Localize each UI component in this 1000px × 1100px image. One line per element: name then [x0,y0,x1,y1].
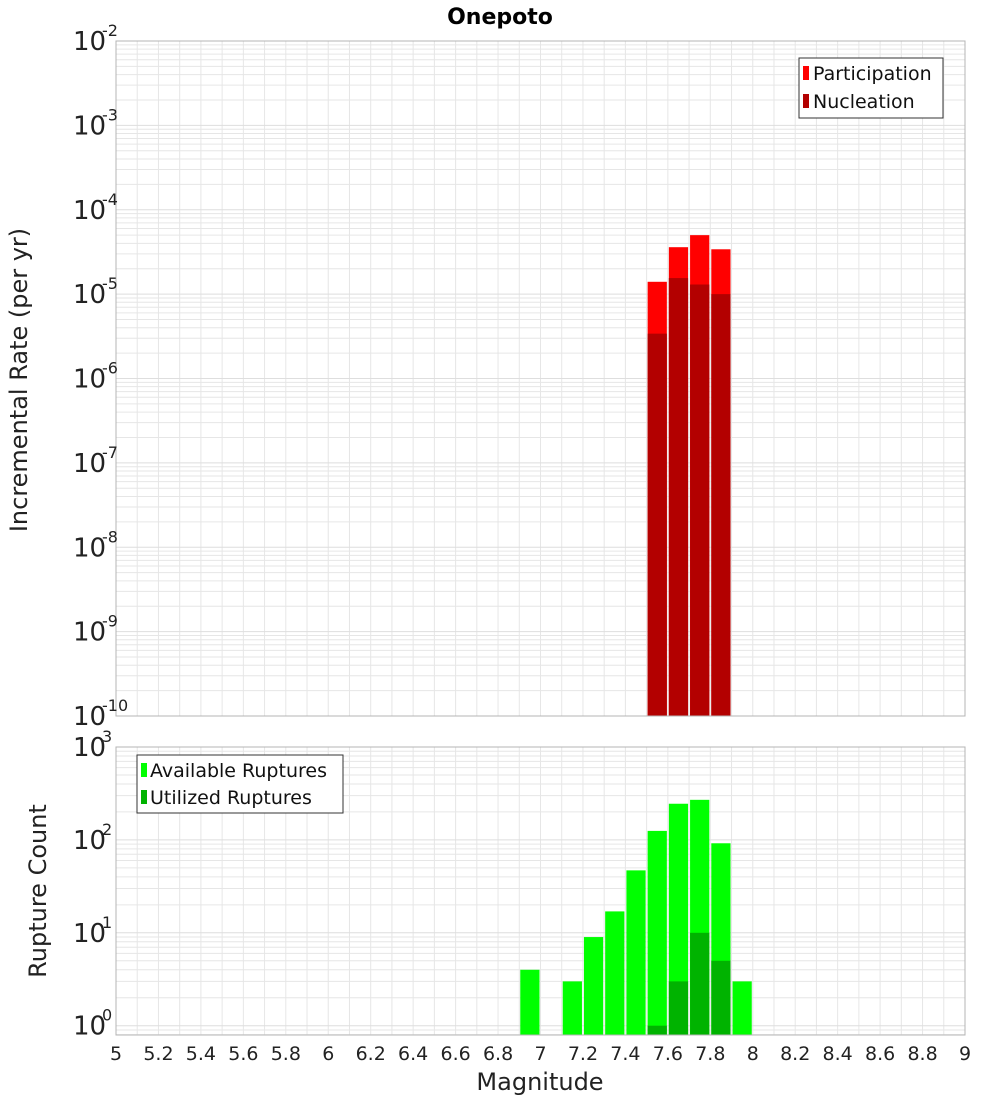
x-axis-label: Magnitude [476,1068,603,1096]
x-tick-label: 6 [322,1043,334,1065]
utilized-ruptures-bar [690,932,710,1035]
available-swatch [141,763,147,777]
top-grid [115,41,966,717]
top-legend: Participation Nucleation [798,57,944,119]
bottom-y-tick-base: 10 [73,919,106,949]
top-y-tick-exp: -8 [102,527,118,546]
x-ticks: 5 5.2 5.4 5.6 5.8 6 6.2 6.4 6.6 6.8 7 7.2 7.4 7.6 7.8 8… [110,1043,971,1065]
nucleation-bar [668,278,689,716]
top-plot-frame [115,40,966,717]
legend-participation: Participation [813,63,932,85]
available-ruptures-bar [668,803,689,1035]
bottom-y-tick-exp: 2 [102,820,112,839]
incremental-rate-panel: 10-210-310-410-510-610-710-810-910-10 In… [5,21,966,732]
top-y-tick-exp: -4 [102,190,118,209]
x-tick-label: 7.6 [653,1043,683,1065]
x-tick-label: 5.4 [186,1043,216,1065]
utilized-ruptures-bar [647,1025,667,1035]
top-y-tick-exp: -2 [102,21,118,40]
x-tick-label: 9 [959,1043,971,1065]
top-y-tick-base: 10 [73,27,106,57]
nucleation-bar [690,284,710,716]
x-tick-label: 5.8 [271,1043,301,1065]
top-y-tick-exp: -7 [102,443,118,462]
bottom-y-tick-exp: 3 [102,727,112,746]
available-ruptures-bar [562,981,582,1035]
x-tick-label: 8.4 [823,1043,853,1065]
x-tick-label: 7.4 [610,1043,640,1065]
top-y-axis-label: Incremental Rate (per yr) [5,228,33,532]
utilized-ruptures-bar [711,960,731,1035]
x-tick-label: 6.6 [440,1043,470,1065]
nucleation-swatch [803,94,809,108]
available-ruptures-bar [732,981,752,1035]
top-y-tick-exp: -5 [102,274,118,293]
bottom-y-tick-exp: 1 [102,913,112,932]
utilized-ruptures-bar [668,981,689,1035]
top-y-tick-exp: -10 [102,696,128,715]
available-ruptures-bar [647,830,667,1035]
top-y-tick-exp: -9 [102,612,118,631]
bottom-grid [115,747,966,1036]
x-tick-label: 5.2 [143,1043,173,1065]
top-y-tick-base: 10 [73,618,106,648]
bottom-y-axis-label: Rupture Count [24,804,52,978]
bottom-plot-frame [115,746,966,1036]
nucleation-bar [647,333,667,716]
legend-utilized: Utilized Ruptures [150,787,312,809]
bottom-bars [520,799,752,1035]
x-tick-label: 5 [110,1043,122,1065]
top-y-tick-base: 10 [73,449,106,479]
bottom-legend: Available Ruptures Utilized Ruptures [136,754,344,814]
top-y-tick-exp: -6 [102,359,118,378]
x-tick-label: 5.6 [228,1043,258,1065]
top-bars [647,235,731,716]
x-tick-label: 7.2 [568,1043,598,1065]
x-tick-label: 6.8 [483,1043,513,1065]
available-ruptures-bar [520,969,540,1035]
top-y-tick-base: 10 [73,280,106,310]
top-y-tick-base: 10 [73,111,106,141]
x-tick-label: 8.2 [780,1043,810,1065]
top-y-tick-base: 10 [73,365,106,395]
x-tick-label: 7 [534,1043,546,1065]
chart-title: Onepoto [447,5,553,30]
x-tick-label: 8.8 [907,1043,937,1065]
available-ruptures-bar [626,870,646,1035]
available-ruptures-bar [583,937,604,1035]
bottom-legend-box [136,754,344,814]
bottom-y-tick-base: 10 [73,826,106,856]
bottom-y-tick-base: 10 [73,1012,106,1042]
bottom-y-tick-base: 10 [73,733,106,763]
top-y-tick-exp: -3 [102,105,118,124]
x-tick-label: 6.2 [356,1043,386,1065]
x-tick-label: 8 [747,1043,759,1065]
top-legend-box [798,57,944,119]
top-y-ticks: 10-210-310-410-510-610-710-810-910-10 [73,21,128,732]
x-tick-label: 7.8 [695,1043,725,1065]
utilized-swatch [141,790,147,804]
top-y-tick-base: 10 [73,702,106,732]
bottom-y-tick-exp: 0 [102,1006,112,1025]
top-y-tick-base: 10 [73,533,106,563]
top-y-tick-base: 10 [73,196,106,226]
x-tick-label: 6.4 [398,1043,428,1065]
participation-swatch [803,66,809,80]
x-tick-label: 8.6 [865,1043,895,1065]
available-ruptures-bar [605,911,625,1035]
legend-nucleation: Nucleation [813,91,915,113]
nucleation-bar [711,294,731,716]
legend-available: Available Ruptures [150,760,327,782]
